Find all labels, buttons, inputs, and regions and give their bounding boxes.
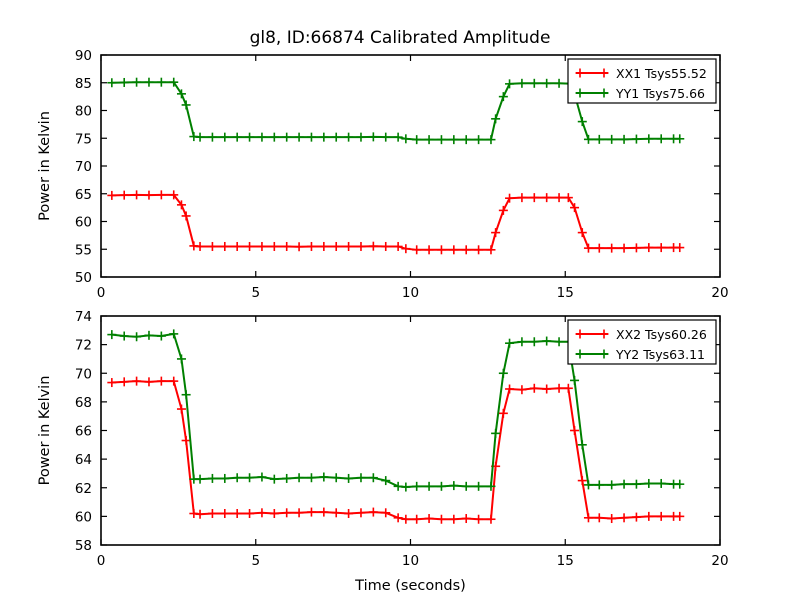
x-tick-label: 10: [402, 285, 419, 301]
x-axis-label: Time (seconds): [354, 578, 466, 594]
y-tick-label: 62: [75, 481, 92, 497]
y-tick-label: 90: [75, 48, 92, 64]
y-tick-label: 70: [75, 159, 92, 175]
x-tick-label: 10: [402, 553, 419, 569]
series-markers-xx1: [107, 190, 685, 255]
y-tick-label: 80: [75, 104, 92, 120]
legend-label: YY2 Tsys63.11: [615, 347, 705, 362]
series-line-xx1: [111, 193, 680, 251]
series-line-xx2: [111, 380, 680, 521]
x-tick-label: 0: [97, 553, 106, 569]
legend-box: [567, 58, 717, 104]
x-tick-label: 0: [97, 285, 106, 301]
legend-label: YY1 Tsys75.66: [615, 86, 705, 101]
y-tick-label: 72: [75, 338, 92, 354]
legend-box: [567, 319, 717, 365]
legend-label: XX2 Tsys60.26: [616, 327, 707, 342]
x-tick-label: 20: [711, 553, 728, 569]
figure-title: gl8, ID:66874 Calibrated Amplitude: [250, 28, 551, 48]
x-tick-label: 15: [557, 553, 574, 569]
plot-panel-top: 50 55 60 65 70 75 80 85 90 0 5 10 15 20 Power in Kelvi…: [37, 48, 729, 301]
y-tick-label: 64: [75, 452, 92, 468]
y-tick-label: 70: [75, 366, 92, 382]
y-tick-label: 60: [75, 215, 92, 231]
y-tick-label: 58: [75, 538, 92, 554]
legend-bottom[interactable]: XX2 Tsys60.26 YY2 Tsys63.11: [567, 319, 717, 365]
y-axis-label: Power in Kelvin: [37, 376, 53, 486]
y-tick-label: 55: [75, 242, 92, 258]
series-markers-xx2: [107, 376, 685, 524]
y-tick-label: 65: [75, 187, 92, 203]
y-tick-label: 60: [75, 509, 92, 525]
y-tick-label: 50: [75, 270, 92, 286]
y-tick-label: 74: [75, 309, 92, 325]
series-markers-yy2: [107, 329, 685, 492]
legend-label: XX1 Tsys55.52: [616, 66, 707, 81]
y-tick-label: 66: [75, 424, 92, 440]
x-tick-label: 20: [711, 285, 728, 301]
legend-top[interactable]: XX1 Tsys55.52 YY1 Tsys75.66: [567, 58, 717, 104]
x-tick-label: 5: [251, 553, 260, 569]
y-tick-label: 68: [75, 395, 92, 411]
y-tick-label: 85: [75, 76, 92, 92]
x-tick-label: 15: [557, 285, 574, 301]
y-axis-label: Power in Kelvin: [37, 111, 53, 221]
y-tick-label: 75: [75, 131, 92, 147]
plot-panel-bottom: 58 60 62 64 66 68 70 72 74 0 5 10 15 20 Power in Kelvi…: [37, 309, 729, 594]
x-tick-label: 5: [251, 285, 260, 301]
